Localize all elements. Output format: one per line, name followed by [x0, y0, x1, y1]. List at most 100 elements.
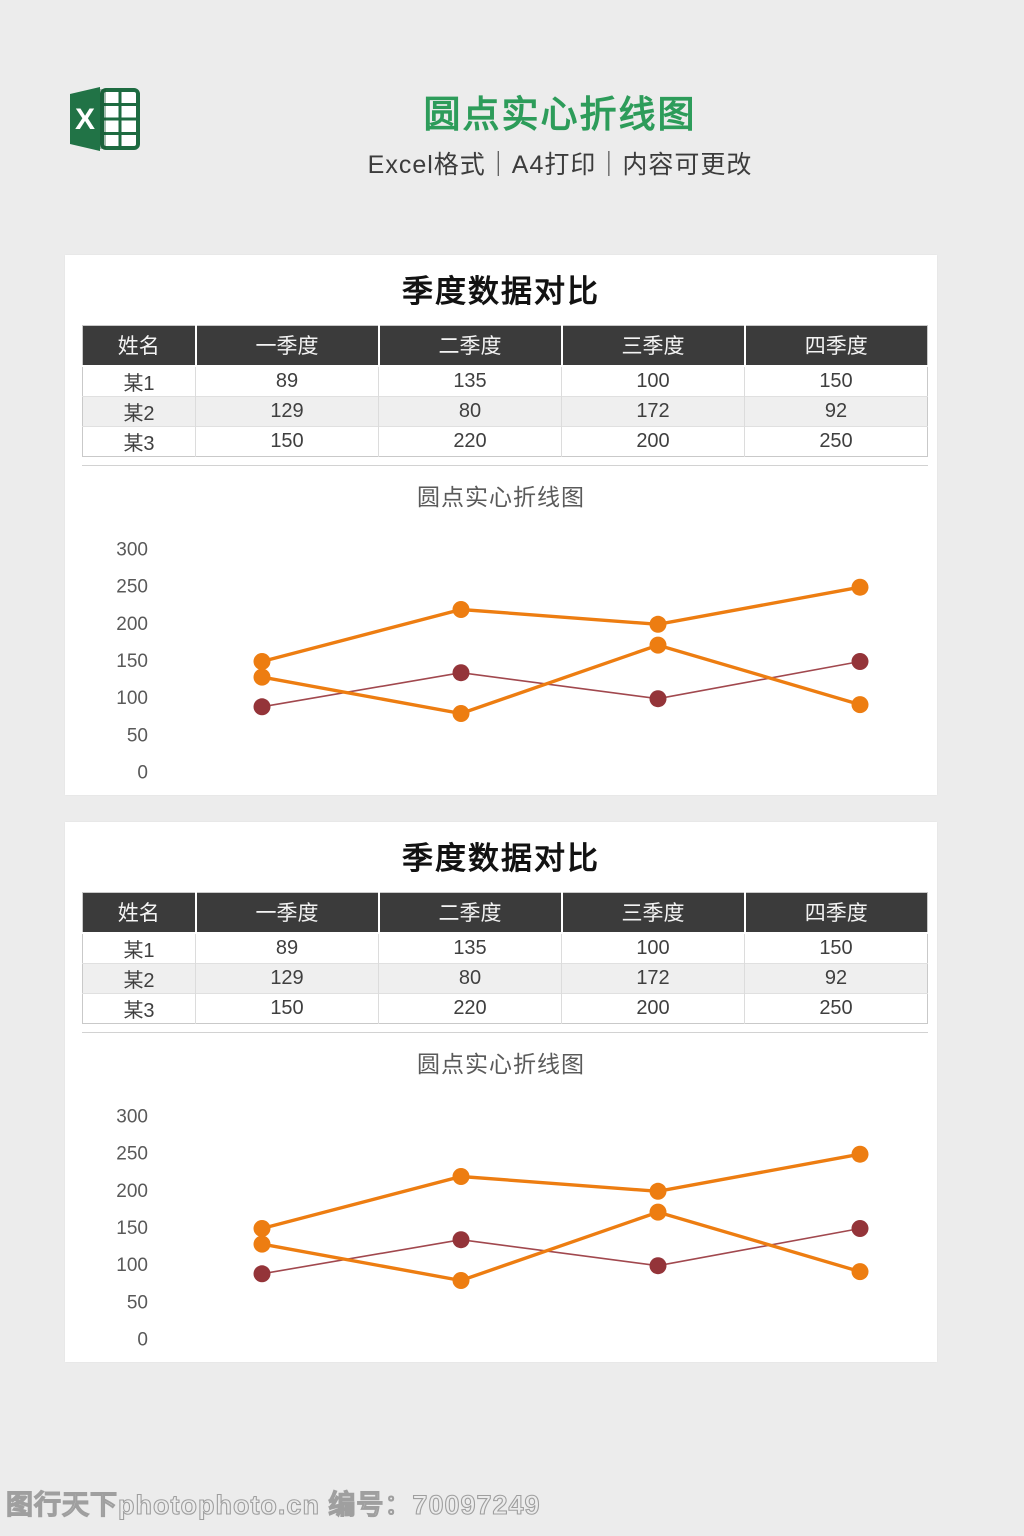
series-marker-某1	[649, 690, 667, 708]
table-cell: 某1	[82, 365, 196, 396]
page-subtitle: Excel格式｜A4打印｜内容可更改	[367, 151, 753, 179]
series-marker-某2	[253, 1235, 271, 1253]
quarter-table: 姓名 一季度 二季度 三季度 四季度 某1 89 135 100 150 某2 129 80 172 92 某…	[82, 892, 928, 1024]
table-cell: 某1	[82, 932, 196, 963]
table-cell: 80	[378, 395, 562, 426]
column-header: 一季度	[195, 892, 380, 934]
series-marker-某2	[649, 636, 667, 654]
series-marker-某1	[253, 1265, 271, 1283]
series-marker-某3	[253, 1220, 271, 1237]
table-cell: 150	[744, 932, 928, 963]
sheet-panel-2: 季度数据对比 姓名 一季度 二季度 三季度 四季度 某1 89 135 100 150 某2 129 8…	[65, 822, 937, 1362]
series-marker-某1	[452, 664, 470, 682]
table-row: 某1 89 135 100 150	[82, 932, 928, 963]
series-line-某2	[261, 643, 861, 716]
table-cell: 某2	[82, 395, 196, 426]
column-header: 二季度	[378, 325, 563, 367]
table-row: 某2 129 80 172 92	[82, 962, 928, 993]
column-header: 四季度	[744, 892, 928, 934]
line-chart: 0 50 100 150 200 250 300	[116, 540, 869, 784]
table-header-row: 姓名 一季度 二季度 三季度 四季度	[82, 325, 928, 367]
table-title: 季度数据对比	[402, 841, 600, 877]
table-cell: 200	[561, 425, 745, 456]
sheet-panel-1: 季度数据对比 姓名 一季度 二季度 三季度 四季度 某1 89 135 100 150 某2 129 8…	[65, 255, 937, 795]
table-cell: 135	[378, 365, 562, 396]
excel-logo-cover	[70, 87, 100, 151]
watermark-text: 图行天下photophoto.cn 编号：70097249	[5, 1489, 541, 1520]
table-cell: 某3	[82, 425, 196, 456]
series-marker-某2	[649, 1203, 667, 1221]
table-row: 某3 150 220 200 250	[82, 425, 928, 456]
table-cell: 150	[195, 992, 379, 1023]
y-axis-tick: 250	[116, 1144, 148, 1165]
series-marker-某3	[452, 1168, 470, 1185]
table-cell: 172	[561, 962, 745, 993]
series-marker-某3	[851, 1145, 869, 1163]
table-cell: 129	[195, 395, 379, 426]
table-cell: 220	[378, 992, 562, 1023]
y-axis-tick: 0	[137, 763, 148, 784]
y-axis-tick: 100	[116, 688, 148, 709]
series-marker-某1	[649, 1257, 667, 1275]
chart-title: 圆点实心折线图	[417, 1051, 585, 1077]
table-cell: 某2	[82, 962, 196, 993]
table-cell: 某3	[82, 992, 196, 1023]
table-title: 季度数据对比	[402, 274, 600, 310]
quarter-table: 姓名 一季度 二季度 三季度 四季度 某1 89 135 100 150 某2 129 80 172 92 某…	[82, 325, 928, 457]
series-marker-某1	[851, 1220, 869, 1237]
table-row: 某3 150 220 200 250	[82, 992, 928, 1023]
column-header: 三季度	[561, 892, 746, 934]
column-header: 二季度	[378, 892, 563, 934]
line-chart: 0 50 100 150 200 250 300	[116, 1107, 869, 1351]
series-marker-某1	[851, 653, 869, 670]
table-cell: 100	[561, 932, 745, 963]
table-cell: 92	[744, 395, 928, 426]
table-row: 某2 129 80 172 92	[82, 395, 928, 426]
series-marker-某2	[253, 668, 271, 686]
column-header: 姓名	[82, 892, 197, 934]
y-axis-tick: 0	[137, 1330, 148, 1351]
table-underline	[82, 465, 928, 466]
series-marker-某3	[452, 601, 470, 618]
excel-logo-grid	[104, 92, 136, 146]
series-marker-某1	[452, 1231, 470, 1249]
series-marker-某3	[851, 578, 869, 596]
series-marker-某2	[452, 1272, 470, 1289]
column-header: 四季度	[744, 325, 928, 367]
series-line-某2	[261, 1210, 861, 1283]
table-cell: 89	[195, 365, 379, 396]
y-axis-tick: 300	[116, 1107, 148, 1128]
table-cell: 89	[195, 932, 379, 963]
table-cell: 172	[561, 395, 745, 426]
series-marker-某3	[649, 615, 667, 633]
page-title: 圆点实心折线图	[423, 94, 697, 135]
series-line-某3	[261, 585, 861, 664]
series-line-某1	[261, 1227, 861, 1275]
column-header: 一季度	[195, 325, 380, 367]
table-cell: 200	[561, 992, 745, 1023]
series-marker-某3	[649, 1182, 667, 1200]
y-axis-tick: 200	[116, 614, 148, 635]
y-axis-tick: 300	[116, 540, 148, 561]
table-cell: 135	[378, 932, 562, 963]
y-axis-tick: 250	[116, 577, 148, 598]
y-axis-tick: 150	[116, 651, 148, 672]
excel-logo: X	[70, 87, 140, 151]
table-cell: 250	[744, 992, 928, 1023]
column-header: 三季度	[561, 325, 746, 367]
excel-logo-x: X	[75, 103, 95, 136]
table-cell: 250	[744, 425, 928, 456]
series-marker-某3	[253, 653, 271, 670]
y-axis-tick: 100	[116, 1255, 148, 1276]
table-underline	[82, 1032, 928, 1033]
series-line-某3	[261, 1152, 861, 1231]
series-marker-某2	[851, 1263, 869, 1281]
series-line-某1	[261, 660, 861, 708]
table-cell: 92	[744, 962, 928, 993]
excel-logo-shadow	[100, 89, 106, 149]
y-axis-tick: 150	[116, 1218, 148, 1239]
table-row: 某1 89 135 100 150	[82, 365, 928, 396]
table-cell: 80	[378, 962, 562, 993]
table-cell: 150	[195, 425, 379, 456]
